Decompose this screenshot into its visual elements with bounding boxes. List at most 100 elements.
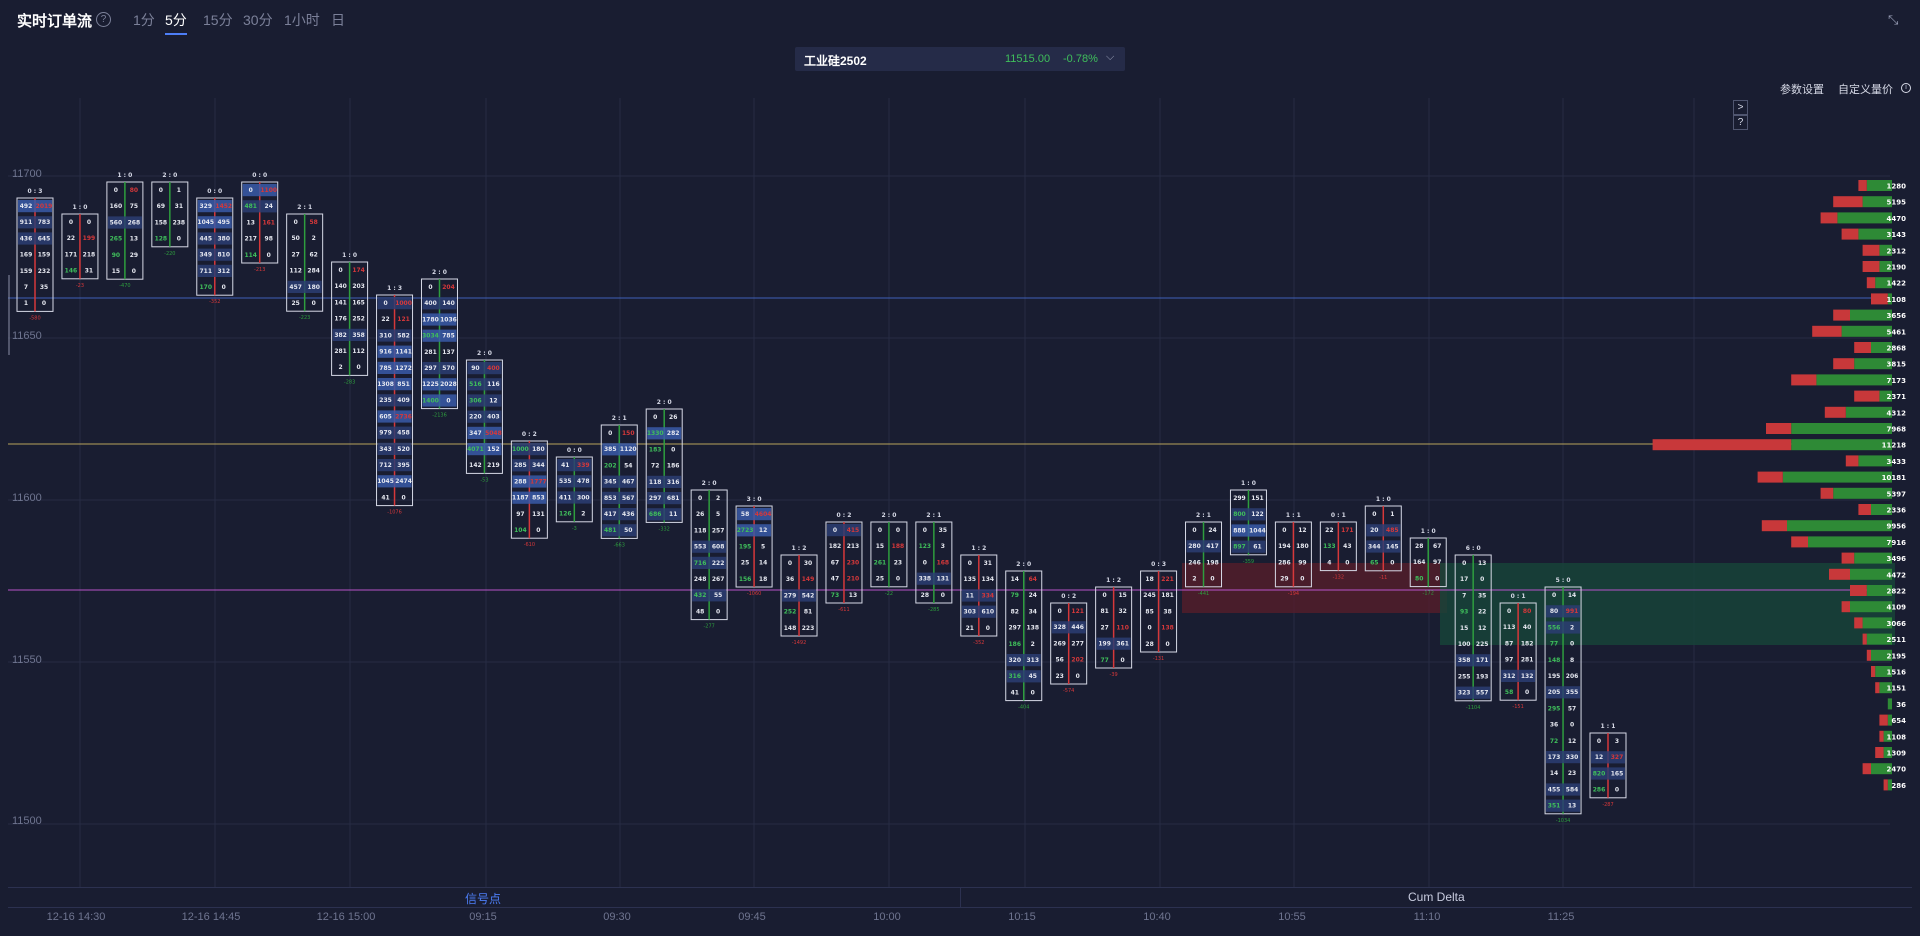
cell-buy-volume: 41 [1011, 689, 1019, 696]
tab-30min[interactable]: 30分 [243, 12, 273, 28]
profile-volume-label: 3433 [1887, 458, 1907, 466]
cell-highlight [1456, 654, 1491, 667]
cell-buy-volume: 12 [1595, 754, 1603, 761]
cell-buy-volume: 0 [294, 219, 298, 226]
candle-delta: -1060 [747, 591, 762, 597]
cell-sell-volume: 121 [1071, 608, 1084, 615]
cell-buy-volume: 0 [1147, 625, 1151, 632]
cell-sell-volume: 131 [532, 511, 545, 518]
profile-volume-label: 3143 [1887, 231, 1907, 239]
cell-buy-volume: 140 [334, 283, 347, 290]
cell-buy-volume: 436 [20, 235, 33, 242]
cell-buy-volume: 916 [379, 349, 392, 356]
profile-volume-label: 7173 [1887, 377, 1907, 385]
cell-sell-volume: 45 [1029, 673, 1037, 680]
cell-sell-volume: 134 [982, 576, 995, 583]
cell-buy-volume: 176 [334, 316, 347, 323]
cell-sell-volume: 0 [1165, 641, 1169, 648]
cell-buy-volume: 0 [1552, 592, 1556, 599]
cell-sell-volume: 34 [1029, 608, 1037, 615]
cell-highlight [1546, 621, 1581, 634]
cell-buy-volume: 156 [739, 576, 752, 583]
cell-sell-volume: 478 [577, 478, 590, 485]
cell-buy-volume: 14 [1550, 770, 1558, 777]
help-button[interactable]: ? [1733, 115, 1748, 130]
cell-sell-volume: 171 [1476, 657, 1489, 664]
cell-buy-volume: 195 [1548, 673, 1561, 680]
cell-highlight [377, 329, 412, 342]
tab-5min[interactable]: 5分 [165, 12, 187, 35]
cell-highlight [197, 264, 232, 277]
cell-highlight [647, 475, 682, 488]
cell-sell-volume: 327 [1611, 754, 1624, 761]
profile-buy-bar [1850, 568, 1892, 580]
cell-buy-volume: 22 [1325, 527, 1333, 534]
cell-buy-volume: 979 [379, 430, 392, 437]
candle-delta: -1104 [1466, 705, 1481, 711]
cell-sell-volume: 221 [1161, 576, 1174, 583]
cell-sell-volume: 50 [624, 527, 632, 534]
cell-sell-volume: 152 [487, 446, 500, 453]
cell-buy-volume: 90 [471, 365, 479, 372]
cell-highlight [916, 572, 951, 585]
cell-sell-volume: 171 [1341, 527, 1354, 534]
custom-volume-price-link[interactable]: 自定义量价 [1838, 84, 1893, 96]
cell-buy-volume: 82 [1011, 608, 1019, 615]
cell-sell-volume: 316 [667, 479, 680, 486]
tab-signal-points[interactable]: 信号点 [465, 892, 502, 906]
profile-buy-bar [1871, 342, 1892, 353]
expand-button[interactable]: > [1733, 100, 1748, 115]
candle-delta: -574 [1063, 688, 1074, 694]
cell-highlight [1501, 669, 1536, 682]
cell-buy-volume: 22 [381, 316, 389, 323]
cell-buy-volume: 686 [649, 511, 662, 518]
cell-sell-volume: 417 [1206, 543, 1219, 550]
profile-buy-bar [1808, 536, 1892, 548]
cell-highlight [467, 426, 502, 439]
tab-cum-delta[interactable]: Cum Delta [1408, 890, 1465, 904]
cell-highlight [512, 443, 547, 456]
cell-sell-volume: 268 [128, 219, 141, 226]
cell-highlight [18, 200, 52, 213]
tab-1hour[interactable]: 1小时 [284, 12, 320, 28]
cell-buy-volume: 199 [1098, 641, 1111, 648]
cell-highlight [737, 524, 772, 537]
cell-buy-volume: 27 [291, 251, 299, 258]
cell-buy-volume: 28 [921, 592, 929, 599]
tab-day[interactable]: 日 [331, 12, 345, 28]
profile-volume-label: 2822 [1887, 588, 1907, 596]
cell-sell-volume: 608 [712, 544, 725, 551]
cell-sell-volume: 12 [1568, 738, 1576, 745]
cell-sell-volume: 122 [1251, 511, 1264, 518]
profile-buy-bar [1883, 730, 1892, 742]
cell-buy-volume: 299 [1233, 495, 1246, 502]
cell-sell-volume: 403 [487, 414, 500, 421]
cell-sell-volume: 161 [262, 219, 275, 226]
cell-sell-volume: 0 [1076, 673, 1080, 680]
cell-buy-volume: 411 [559, 494, 572, 501]
cell-buy-volume: 65 [1370, 560, 1378, 567]
candle-ratio: 2 : 0 [657, 399, 672, 406]
cell-sell-volume: 645 [38, 235, 51, 242]
cell-sell-volume: 35 [1478, 592, 1486, 599]
help-icon[interactable]: ? [96, 12, 111, 27]
profile-volume-label: 7916 [1887, 539, 1907, 547]
info-icon[interactable]: i [1901, 83, 1911, 93]
cell-sell-volume: 110 [1116, 624, 1129, 631]
cell-buy-volume: 432 [694, 592, 707, 599]
instrument-selector[interactable]: 工业硅2502 11515.00 -0.78% ⌵ [795, 47, 1125, 71]
tab-15min[interactable]: 15分 [203, 12, 233, 28]
profile-buy-bar [1879, 390, 1892, 402]
cell-buy-volume: 0 [1192, 527, 1196, 534]
cell-sell-volume: 0 [896, 576, 900, 583]
profile-volume-label: 1108 [1887, 296, 1907, 304]
profile-volume-label: 1280 [1887, 183, 1907, 191]
cell-buy-volume: 265 [110, 236, 123, 243]
collapse-icon[interactable]: ⤡ [1888, 12, 1899, 27]
cell-sell-volume: 18 [759, 576, 767, 583]
cell-highlight [377, 297, 412, 310]
cell-buy-volume: 113 [1503, 624, 1516, 631]
params-settings-link[interactable]: 参数设置 [1780, 84, 1824, 96]
tab-1min[interactable]: 1分 [133, 12, 155, 28]
